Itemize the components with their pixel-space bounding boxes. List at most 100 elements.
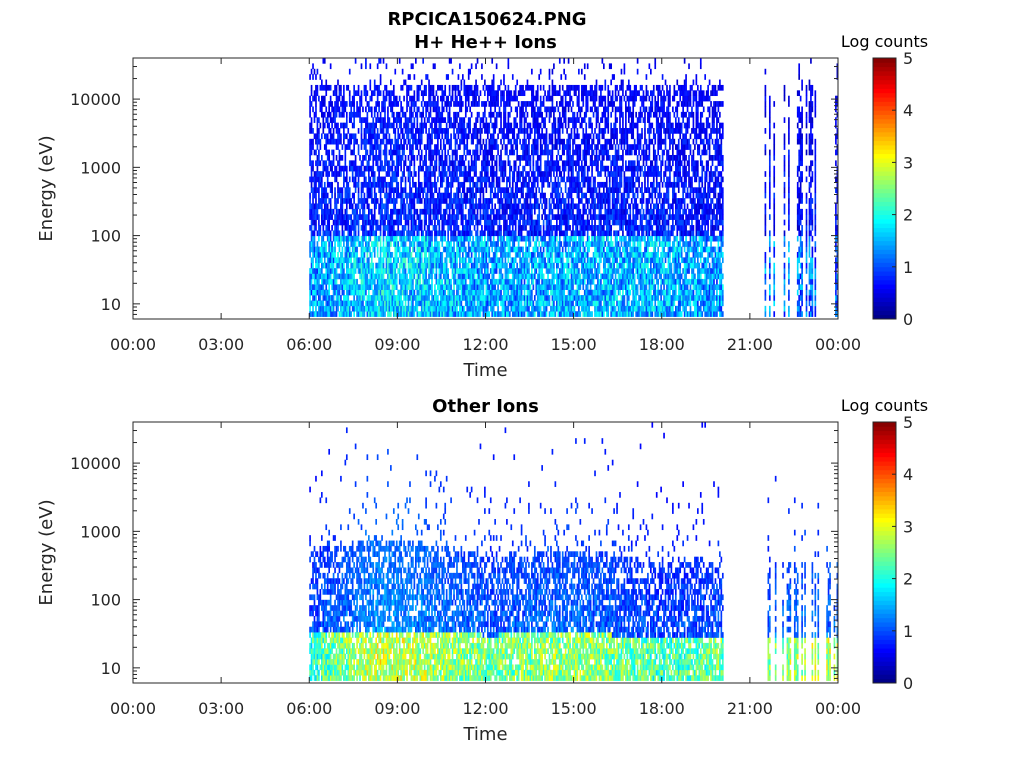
spectrogram-cell — [406, 214, 408, 220]
spectrogram-cell — [347, 225, 350, 231]
spectrogram-cell — [517, 268, 520, 274]
spectrogram-cell — [439, 257, 442, 264]
spectrogram-cell — [390, 154, 392, 161]
spectrogram-cell — [382, 187, 385, 193]
spectrogram-cell — [454, 154, 457, 161]
spectrogram-cell — [456, 284, 458, 290]
spectrogram-cell — [484, 273, 486, 280]
spectrogram-cell — [359, 295, 361, 301]
spectrogram-cell — [476, 111, 479, 118]
spectrogram-cell — [331, 311, 333, 317]
spectrogram-cell — [343, 241, 345, 247]
spectrogram-cell — [422, 128, 425, 134]
spectrogram-cell — [510, 198, 513, 204]
spectrogram-cell — [345, 289, 348, 296]
spectrogram-cell — [365, 225, 367, 231]
spectrogram-cell — [343, 278, 345, 285]
spectrogram-cell — [345, 262, 348, 269]
spectrogram-cell — [506, 128, 508, 134]
spectrogram-cell — [531, 171, 533, 177]
spectrogram-cell — [335, 268, 338, 274]
spectrogram-cell — [321, 305, 323, 312]
spectrogram-cell — [360, 278, 363, 285]
spectrogram-cell — [475, 149, 477, 156]
spectrogram-cell — [439, 122, 442, 129]
spectrogram-cell — [359, 241, 361, 247]
spectrogram-cell — [394, 95, 397, 102]
spectrogram-cell — [475, 160, 477, 167]
spectrogram-cell — [429, 154, 432, 161]
spectrogram-cell — [526, 289, 529, 296]
spectrogram-cell — [398, 149, 401, 156]
spectrogram-cell — [368, 235, 370, 242]
spectrogram-cell — [463, 79, 466, 86]
spectrogram-cell — [523, 181, 526, 188]
spectrogram-cell — [425, 160, 427, 167]
spectrogram-cell — [441, 165, 444, 172]
spectrogram-cell — [404, 192, 407, 199]
spectrogram-cell — [495, 257, 498, 264]
spectrogram-cell — [484, 160, 486, 167]
spectrogram-cell — [485, 165, 488, 172]
spectrogram-cell — [366, 128, 369, 134]
spectrogram-cell — [479, 208, 482, 215]
spectrogram-cell — [340, 300, 342, 307]
spectrogram-cell — [432, 63, 435, 70]
spectrogram-cell — [375, 289, 378, 296]
spectrogram-cell — [516, 95, 519, 102]
spectrogram-cell — [500, 165, 502, 172]
spectrogram-cell — [373, 230, 376, 237]
spectrogram-cell — [514, 165, 517, 172]
spectrogram-cell — [431, 117, 433, 123]
spectrogram-cell — [357, 192, 360, 199]
spectrogram-cell — [387, 289, 389, 296]
spectrogram-cell — [360, 138, 363, 145]
spectrogram-cell — [332, 235, 335, 242]
spectrogram-cell — [357, 149, 360, 156]
spectrogram-cell — [379, 230, 382, 237]
spectrogram-cell — [366, 251, 369, 258]
spectrogram-cell — [498, 289, 501, 296]
spectrogram-cell — [350, 278, 353, 285]
spectrogram-cell — [445, 268, 448, 274]
spectrogram-cell — [379, 289, 382, 296]
spectrogram-cell — [328, 273, 331, 280]
spectrogram-cell — [403, 295, 405, 301]
spectrogram-cell — [484, 111, 486, 118]
spectrogram-cell — [492, 225, 495, 231]
spectrogram-cell — [392, 273, 395, 280]
spectrogram-cell — [473, 295, 476, 301]
spectrogram-cell — [347, 241, 350, 247]
spectrogram-cell — [520, 289, 523, 296]
spectrogram-cell — [466, 176, 469, 183]
spectrogram-cell — [460, 138, 463, 145]
spectrogram-cell — [492, 262, 495, 269]
spectrogram-cell — [456, 84, 458, 91]
spectrogram-cell — [445, 160, 448, 167]
spectrogram-cell — [489, 95, 492, 102]
spectrogram-cell — [506, 187, 508, 193]
spectrogram-cell — [335, 300, 338, 307]
spectrogram-cell — [457, 214, 460, 220]
spectrogram-cell — [516, 273, 519, 280]
spectrogram-cell — [338, 187, 341, 193]
spectrogram-cell — [492, 214, 495, 220]
spectrogram-cell — [341, 165, 344, 172]
spectrogram-cell — [369, 268, 372, 274]
spectrogram-cell — [312, 268, 314, 274]
spectrogram-cell — [366, 262, 369, 269]
spectrogram-cell — [517, 187, 520, 193]
spectrogram-cell — [335, 257, 338, 264]
spectrogram-cell — [325, 160, 328, 167]
spectrogram-cell — [422, 58, 425, 64]
spectrogram-cell — [513, 192, 516, 199]
spectrogram-cell — [412, 181, 414, 188]
spectrogram-cell — [385, 305, 388, 312]
spectrogram-cell — [417, 165, 420, 172]
spectrogram-cell — [507, 128, 510, 134]
spectrogram-cell — [382, 95, 385, 102]
spectrogram-cell — [309, 106, 311, 113]
spectrogram-cell — [478, 289, 480, 296]
spectrogram-cell — [395, 111, 398, 118]
spectrogram-cell — [416, 284, 419, 290]
